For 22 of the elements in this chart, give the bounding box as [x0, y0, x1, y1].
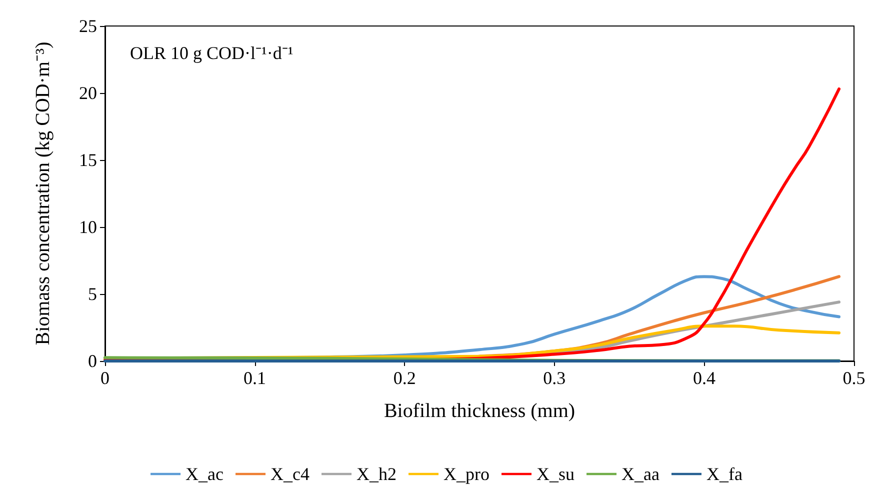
y-tick-label: 25	[79, 16, 97, 36]
legend-label: X_su	[536, 464, 575, 484]
legend-label: X_h2	[356, 464, 397, 484]
x-tick-label: 0.1	[244, 368, 266, 388]
y-axis-title: Biomass concentration (kg COD·m⁻³)	[32, 42, 54, 346]
legend-label: X_c4	[270, 464, 310, 484]
x-tick-label: 0.5	[842, 368, 866, 388]
y-tick-label: 5	[88, 284, 97, 304]
x-tick-label: 0.3	[543, 368, 566, 388]
legend-label: X_pro	[444, 464, 490, 484]
annotation: OLR 10 g COD·l⁻¹·d⁻¹	[130, 43, 294, 63]
legend-label: X_aa	[622, 464, 660, 484]
x-tick-label: 0	[100, 368, 110, 388]
x-axis-title: Biofilm thickness (mm)	[384, 400, 576, 422]
y-tick-label: 15	[79, 150, 97, 170]
y-tick-label: 10	[79, 217, 97, 237]
y-tick-label: 20	[79, 83, 97, 103]
legend-label: X_fa	[706, 464, 742, 484]
legend-label: X_ac	[186, 464, 224, 484]
x-tick-label: 0.4	[692, 368, 716, 388]
y-tick-label: 0	[88, 351, 97, 371]
x-tick-label: 0.2	[393, 368, 416, 388]
